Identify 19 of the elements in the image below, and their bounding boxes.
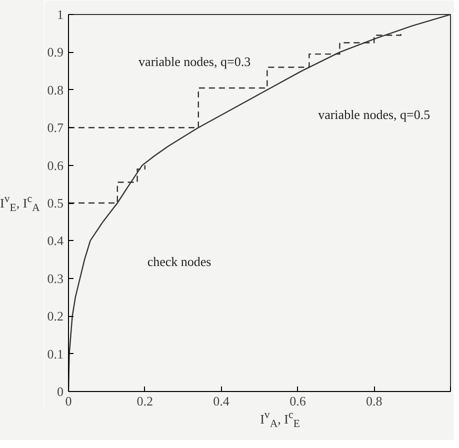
y-tick-label: 0.1: [47, 346, 64, 362]
y-tick-label: 0.6: [47, 158, 64, 173]
line-series: [68, 14, 450, 392]
y-tick-label: 0.8: [47, 82, 64, 98]
x-tick-label: 0.6: [290, 394, 306, 408]
x-tick-label: 0.4: [213, 394, 230, 408]
y-tick-label: 0.7: [47, 120, 64, 136]
annotation: check nodes: [147, 254, 212, 269]
y-tick-label: 0.5: [47, 196, 64, 210]
y-tick-label: 0.4: [47, 233, 64, 248]
y-tick-label: 0.2: [47, 308, 64, 324]
annotation: variable nodes, q=0.3: [138, 54, 251, 70]
y-tick-label: 0.9: [47, 44, 64, 60]
x-tick-label: 0.2: [136, 394, 154, 408]
annotation: variable nodes, q=0.5: [318, 106, 430, 122]
y-tick-label: 0: [57, 384, 64, 399]
y-tick-label: 0.3: [47, 270, 64, 286]
y-tick-label: 1: [57, 7, 64, 22]
x-tick-label: 0.8: [366, 394, 382, 408]
